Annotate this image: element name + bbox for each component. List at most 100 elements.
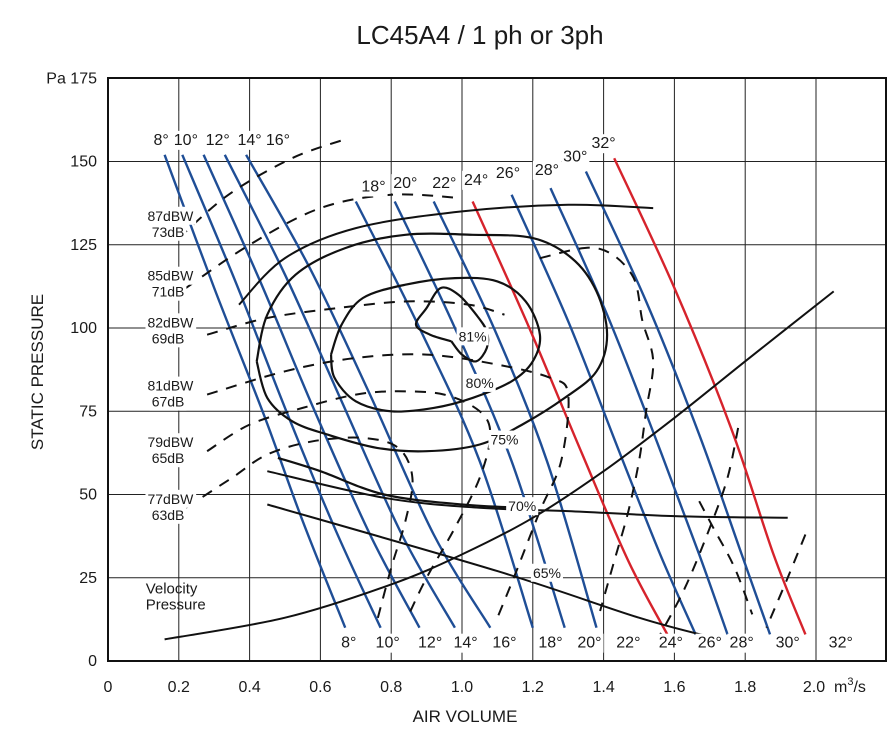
blade-angle-bottom-label-bg <box>451 633 480 653</box>
blade-angle-top-label-bg <box>359 177 388 197</box>
sound-level-label: 87dBW <box>147 208 194 224</box>
diagonal-line <box>267 503 714 639</box>
blade-angle-bottom-label-bg <box>695 633 724 653</box>
blade-angle-curves <box>163 154 807 635</box>
blade-angle-top-label: 32° <box>591 135 615 152</box>
blade-curve-20deg <box>393 200 566 629</box>
sound-contour <box>178 137 350 239</box>
sound-level-sublabel-bg <box>149 282 187 301</box>
efficiency-label-bg <box>463 373 496 392</box>
plot-frame <box>107 77 887 662</box>
sound-level-label-bg <box>145 489 197 508</box>
sound-contour <box>206 353 570 619</box>
blade-angle-top-label: 16° <box>266 132 290 149</box>
blade-angle-top-label-bg <box>171 130 200 150</box>
blade-angle-top-label: 28° <box>535 162 559 179</box>
sound-level-sublabel: 71dB <box>152 284 185 300</box>
x-tick-label: 1.2 <box>522 679 544 696</box>
y-tick-label: 50 <box>79 487 97 504</box>
blade-angle-bottom-label: 16° <box>492 635 516 652</box>
blade-angle-top-label: 30° <box>563 149 587 166</box>
blade-curve-8deg <box>163 154 347 629</box>
y-tick-label: 25 <box>79 570 97 587</box>
blade-angle-top-label-bg <box>462 170 491 190</box>
blade-angle-bottom-label-bg <box>339 633 359 653</box>
efficiency-contour <box>329 276 542 413</box>
efficiency-contours <box>255 232 609 509</box>
x-unit-label: m3/s <box>834 676 866 696</box>
x-tick-label: 2.0 <box>803 679 825 696</box>
velocity-pressure <box>164 290 835 641</box>
blade-curve-18deg <box>354 200 534 629</box>
blade-angle-top-label-bg <box>561 147 590 167</box>
blade-angle-top-label: 10° <box>174 132 198 149</box>
blade-curve-28deg <box>549 187 729 635</box>
y-tick-label: 0 <box>88 653 97 670</box>
sound-contour <box>206 390 492 615</box>
blade-angle-top-label-bg <box>493 164 523 184</box>
x-tick-label: 1.8 <box>734 679 756 696</box>
efficiency-label-bg <box>456 327 489 346</box>
blade-angle-bottom-label: 26° <box>698 635 722 652</box>
blade-angle-top-label: 18° <box>361 178 385 195</box>
blade-angle-top-label-bg <box>203 130 232 150</box>
y-tick-label: 150 <box>70 154 97 171</box>
blade-angle-top-label-bg <box>391 174 420 194</box>
blade-angle-top-label: 14° <box>237 132 261 149</box>
x-tick-label: 0.2 <box>168 679 190 696</box>
sound-level-label-bg <box>145 433 197 452</box>
system-curve-2 <box>238 203 654 306</box>
sound-level-label: 79dBW <box>147 434 194 450</box>
y-tick-label: 100 <box>70 320 97 337</box>
sound-level-label-bg <box>145 206 197 225</box>
blade-angle-bottom-label-bg <box>536 633 565 653</box>
efficiency-label: 75% <box>490 432 518 448</box>
sound-level-sublabel-bg <box>149 222 187 241</box>
blade-angle-top-label-bg <box>151 130 171 150</box>
blade-angle-bottom-label-bg <box>826 633 855 653</box>
sound-level-sublabel-bg <box>149 392 187 411</box>
efficiency-label-bg <box>488 430 521 449</box>
blade-angle-bottom-label-bg <box>490 633 519 653</box>
sound-contour <box>765 534 807 629</box>
y-tick-label: 75 <box>79 403 97 420</box>
blade-angle-top-label: 26° <box>496 165 520 182</box>
efficiency-label: 81% <box>459 328 487 344</box>
blade-angle-top-label: 24° <box>464 172 488 189</box>
blade-angle-bottom-label: 18° <box>538 635 562 652</box>
chart-title: LC45A4 / 1 ph or 3ph <box>356 20 603 50</box>
blade-angle-top-label-bg <box>589 134 618 154</box>
blade-curve-24deg <box>471 201 669 635</box>
blade-curve-16deg <box>245 154 492 629</box>
sound-level-sublabel: 65dB <box>152 450 185 466</box>
x-tick-label: 1.4 <box>592 679 614 696</box>
sound-level-sublabel: 63dB <box>152 507 185 523</box>
blade-angle-bottom-label-bg <box>614 633 643 653</box>
sound-contour <box>659 427 740 635</box>
blade-angle-bottom-label: 20° <box>577 635 601 652</box>
blade-angle-bottom-label: 22° <box>616 635 640 652</box>
x-axis-label: AIR VOLUME <box>413 707 518 726</box>
blade-angle-bottom-label-bg <box>416 633 445 653</box>
velocity-pressure-label: Pressure <box>146 597 206 614</box>
efficiency-label: 70% <box>508 498 536 514</box>
x-tick-label: 1.0 <box>451 679 473 696</box>
sound-contour <box>206 300 505 336</box>
blade-curve-10deg <box>181 154 382 629</box>
y-axis-label: STATIC PRESSURE <box>28 294 47 450</box>
sound-level-label-bg <box>145 313 197 332</box>
sound-level-label-bg <box>145 266 197 285</box>
blade-angle-top-label-bg <box>235 130 264 150</box>
sound-level-label: 82dBW <box>147 314 194 330</box>
sound-level-sublabel: 69dB <box>152 330 185 346</box>
blade-angle-top-label: 22° <box>432 175 456 192</box>
blade-angle-top-label-bg <box>532 160 562 180</box>
sound-level-sublabel: 73dB <box>152 224 185 240</box>
blade-angle-top-label-bg <box>263 130 293 150</box>
sound-contours <box>178 137 807 635</box>
blade-angle-bottom-label-bg <box>727 633 756 653</box>
sound-contour <box>539 246 655 612</box>
sound-level-label: 81dBW <box>147 378 194 394</box>
sound-level-sublabel-bg <box>149 505 187 524</box>
curve-labels: 8° 8° 10° 10° 12° 12° 14° 14° 16° 16° 18° 18° 20° 20°… <box>145 130 855 653</box>
